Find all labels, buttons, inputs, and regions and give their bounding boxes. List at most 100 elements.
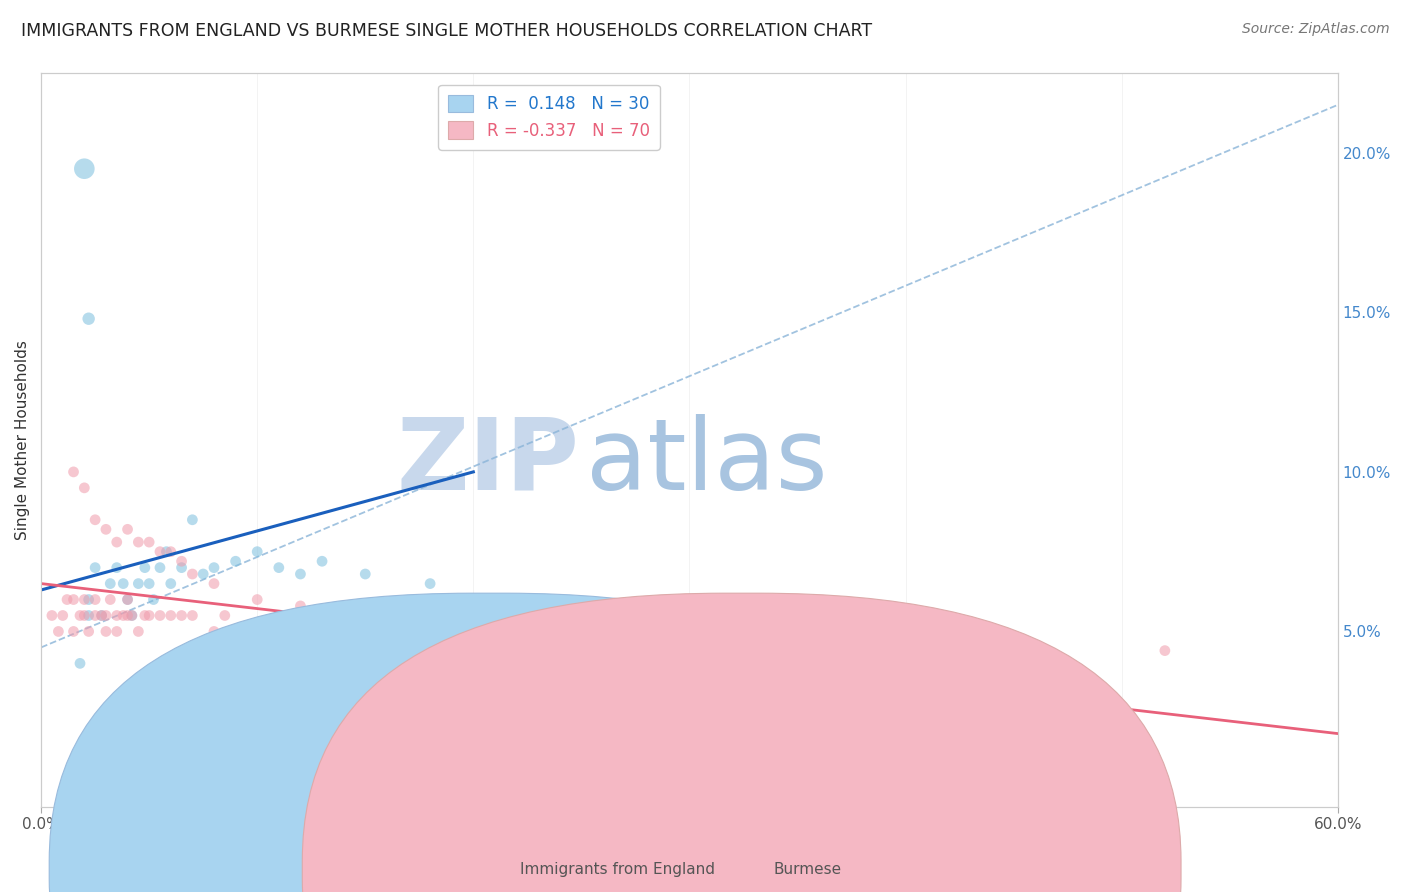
Text: ZIP: ZIP xyxy=(396,414,579,510)
Point xyxy=(149,544,172,558)
Point xyxy=(786,673,808,687)
Point xyxy=(170,608,193,623)
Point xyxy=(117,592,139,607)
Point xyxy=(48,624,70,639)
Point xyxy=(155,544,177,558)
Point xyxy=(142,592,165,607)
Text: atlas: atlas xyxy=(586,414,827,510)
Point xyxy=(786,714,808,728)
Point xyxy=(149,560,172,574)
Point xyxy=(90,608,112,623)
Point xyxy=(69,657,91,671)
Point xyxy=(105,608,128,623)
Point xyxy=(73,161,96,176)
Point xyxy=(290,599,312,613)
Point xyxy=(73,481,96,495)
Point xyxy=(56,592,79,607)
Point xyxy=(52,608,75,623)
Point xyxy=(225,554,247,568)
Point xyxy=(246,624,269,639)
Point xyxy=(193,567,215,582)
Point xyxy=(311,554,333,568)
Point xyxy=(290,631,312,645)
Point xyxy=(332,640,354,655)
Point xyxy=(678,663,700,677)
Point xyxy=(138,576,160,591)
Point xyxy=(159,544,181,558)
Point xyxy=(225,624,247,639)
Point xyxy=(267,624,290,639)
Point xyxy=(202,560,225,574)
Point xyxy=(94,608,117,623)
Point xyxy=(463,631,485,645)
Text: Burmese: Burmese xyxy=(773,863,841,877)
Point xyxy=(311,631,333,645)
Point xyxy=(181,608,204,623)
Point xyxy=(1002,673,1025,687)
Point xyxy=(571,657,593,671)
Text: IMMIGRANTS FROM ENGLAND VS BURMESE SINGLE MOTHER HOUSEHOLDS CORRELATION CHART: IMMIGRANTS FROM ENGLAND VS BURMESE SINGL… xyxy=(21,22,872,40)
Point xyxy=(84,560,107,574)
Point xyxy=(77,608,100,623)
Point xyxy=(894,663,917,677)
Point xyxy=(181,567,204,582)
Point xyxy=(117,592,139,607)
Point xyxy=(1154,643,1177,657)
Point xyxy=(571,650,593,665)
Point xyxy=(98,592,121,607)
Point xyxy=(246,544,269,558)
Point xyxy=(84,513,107,527)
Point xyxy=(117,608,139,623)
Point xyxy=(77,592,100,607)
Point xyxy=(202,576,225,591)
Point xyxy=(84,608,107,623)
Point xyxy=(62,592,84,607)
Point xyxy=(202,624,225,639)
Point xyxy=(159,608,181,623)
Point xyxy=(134,608,156,623)
Point xyxy=(894,681,917,696)
Point xyxy=(127,535,149,549)
Point xyxy=(138,608,160,623)
Point xyxy=(90,608,112,623)
Text: Immigrants from England: Immigrants from England xyxy=(520,863,716,877)
Point xyxy=(41,608,63,623)
Point xyxy=(721,663,744,677)
Point xyxy=(354,640,377,655)
Point xyxy=(214,608,236,623)
Point xyxy=(267,560,290,574)
Point xyxy=(138,535,160,549)
Point xyxy=(73,592,96,607)
Point xyxy=(105,624,128,639)
Text: Source: ZipAtlas.com: Source: ZipAtlas.com xyxy=(1241,22,1389,37)
Point xyxy=(246,592,269,607)
Point xyxy=(77,624,100,639)
Point xyxy=(134,560,156,574)
Point xyxy=(105,560,128,574)
Y-axis label: Single Mother Households: Single Mother Households xyxy=(15,340,30,540)
Point xyxy=(112,576,135,591)
Point xyxy=(77,311,100,326)
Point xyxy=(159,576,181,591)
Point xyxy=(117,522,139,536)
Point xyxy=(170,554,193,568)
Point xyxy=(73,608,96,623)
Point xyxy=(112,608,135,623)
Point xyxy=(94,522,117,536)
Point xyxy=(149,608,172,623)
Point xyxy=(505,650,527,665)
Point xyxy=(94,624,117,639)
Point xyxy=(354,567,377,582)
Point xyxy=(105,535,128,549)
Point xyxy=(69,608,91,623)
Point xyxy=(98,576,121,591)
Point xyxy=(62,624,84,639)
Point xyxy=(121,608,143,623)
Point xyxy=(419,643,441,657)
Point xyxy=(84,592,107,607)
Point xyxy=(636,663,658,677)
Point xyxy=(170,560,193,574)
Legend: R =  0.148   N = 30, R = -0.337   N = 70: R = 0.148 N = 30, R = -0.337 N = 70 xyxy=(439,85,659,150)
Point xyxy=(127,624,149,639)
Point xyxy=(354,618,377,632)
